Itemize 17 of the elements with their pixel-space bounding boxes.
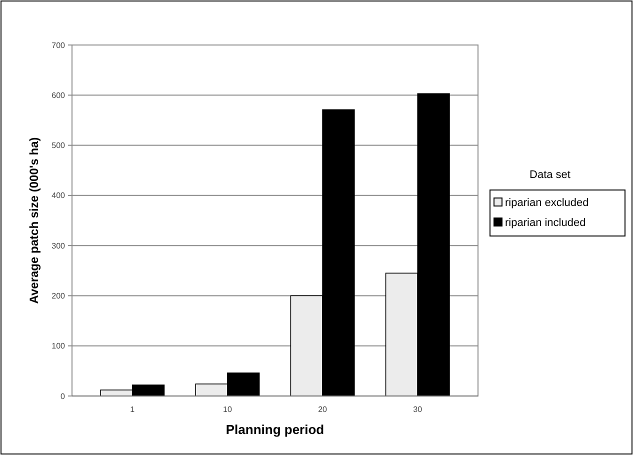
- y-tick-label: 500: [52, 141, 66, 150]
- y-tick-label: 400: [52, 191, 66, 200]
- y-tick-label: 0: [60, 392, 66, 401]
- y-tick-label: 600: [52, 90, 66, 100]
- y-tick-label: 100: [52, 342, 66, 351]
- legend-title: Data set: [530, 169, 570, 181]
- x-tick-label: 10: [223, 405, 232, 414]
- x-tick-label: 30: [413, 405, 423, 414]
- x-tick-label: 1: [130, 405, 136, 414]
- legend-label: riparian excluded: [505, 197, 589, 209]
- legend-label: riparian included: [505, 217, 586, 229]
- y-tick-label: 300: [52, 241, 66, 250]
- y-axis-title: Average patch size (000's ha): [27, 137, 41, 304]
- x-tick-label: 20: [318, 405, 328, 414]
- y-tick-label: 200: [52, 292, 66, 301]
- y-tick-label: 700: [52, 40, 66, 50]
- x-axis-title: Planning period: [226, 422, 324, 437]
